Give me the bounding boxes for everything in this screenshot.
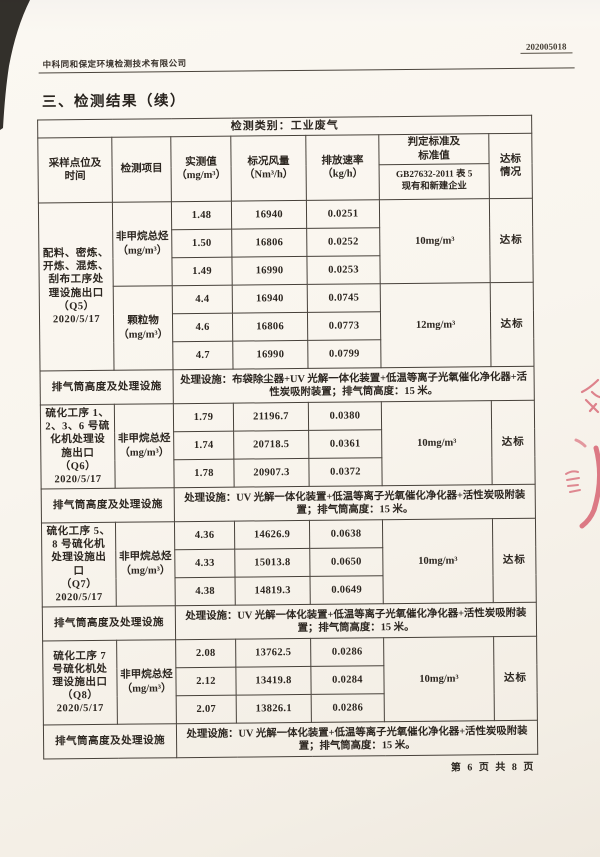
facility-text-cell: 处理设施：UV 光解一体化装置+低温等离子光氧催化净化器+活性炭吸附装置；排气筒… <box>174 484 536 522</box>
rate-cell: 0.0650 <box>309 547 383 577</box>
facility-label-cell: 排气筒高度及处理设施 <box>41 487 175 523</box>
facility-label-cell: 排气筒高度及处理设施 <box>40 369 174 405</box>
rate-cell: 0.0253 <box>306 255 381 285</box>
header-standard-sub: GB27632-2011 表 5 现有和新建企业 <box>379 163 490 200</box>
flow-cell: 13762.5 <box>235 638 311 668</box>
value-cell: 4.33 <box>174 549 236 578</box>
value-cell: 1.48 <box>171 201 232 230</box>
rate-cell: 0.0649 <box>310 575 384 605</box>
rate-cell: 0.0286 <box>310 637 384 667</box>
red-stamp-fragment <box>565 378 600 529</box>
scan-corner-shadow <box>0 0 30 130</box>
location-cell: 硫化工序 5、 8 号硫化机 处理设施出 口 （Q7） 2020/5/17 <box>41 522 117 607</box>
standard-cell: 10mg/m³ <box>379 198 491 284</box>
standard-cell: 10mg/m³ <box>382 518 494 604</box>
value-cell: 1.50 <box>171 229 232 258</box>
value-cell: 2.07 <box>176 695 237 724</box>
compliance-cell: 达标 <box>489 198 534 283</box>
header-compliance: 达标 情况 <box>488 133 533 199</box>
item-cell: 颗粒物 （mg/m³） <box>113 285 174 371</box>
flow-cell: 14626.9 <box>234 520 310 550</box>
standard-cell: 10mg/m³ <box>383 636 495 722</box>
compliance-cell: 达标 <box>493 636 538 721</box>
flow-cell: 16940 <box>231 200 307 230</box>
results-table: 检测类别：工业废气 采样点位及 时间 检测项目 实测值 （mg/m³） 标况风量… <box>37 115 538 760</box>
flow-cell: 16990 <box>232 340 309 370</box>
value-cell: 4.7 <box>172 341 234 370</box>
value-cell: 4.4 <box>172 285 233 314</box>
facility-text-cell: 处理设施：布袋除尘器+UV 光解一体化装置+低温等离子光氧催化净化器+活性炭吸附… <box>173 366 535 404</box>
flow-cell: 15013.8 <box>234 548 311 578</box>
item-cell: 非甲烷总烃 （mg/m³） <box>116 639 177 725</box>
rate-cell: 0.0638 <box>309 519 383 549</box>
flow-cell: 14819.3 <box>235 576 311 606</box>
value-cell: 4.6 <box>172 313 233 342</box>
item-cell: 非甲烷总烃 （mg/m³） <box>112 201 173 287</box>
compliance-cell: 达标 <box>490 282 535 367</box>
location-cell: 硫化工序 1、 2、3、6 号硫 化机处理设 施出口 （Q6） 2020/5/1… <box>40 404 116 489</box>
location-cell: 硫化工序 7 号硫化机处 理设施出口 （Q8） 2020/5/17 <box>42 640 118 725</box>
company-name: 中科同和保定环境检测技术有限公司 <box>42 58 187 70</box>
header-test-item: 检测项目 <box>111 136 172 203</box>
header-emission-rate: 排放速率 （kg/h） <box>305 134 380 201</box>
page-number-footer: 第 6 页 共 8 页 <box>450 761 536 774</box>
flow-cell: 21196.7 <box>233 402 309 432</box>
flow-cell: 13419.8 <box>235 666 312 696</box>
location-cell: 配料、密炼、 开炼、混炼、 刮布工序处 理设施出口 （Q5） 2020/5/17 <box>38 202 115 371</box>
facility-text-cell: 处理设施：UV 光解一体化装置+低温等离子光氧催化净化器+活性炭吸附装置；排气筒… <box>175 602 537 640</box>
report-number: 202005018 <box>519 41 573 54</box>
value-cell: 1.79 <box>173 403 234 432</box>
rate-cell: 0.0773 <box>307 311 381 341</box>
header-standard: 判定标准及 标准值 <box>378 133 490 165</box>
header-sampling-point: 采样点位及 时间 <box>37 137 113 204</box>
value-cell: 4.38 <box>175 577 236 606</box>
item-cell: 非甲烷总烃 （mg/m³） <box>114 403 175 489</box>
rate-cell: 0.0745 <box>307 283 381 313</box>
header-flow: 标况风量 （Nm³/h） <box>230 135 307 202</box>
compliance-cell: 达标 <box>492 518 537 603</box>
document-header: 中科同和保定环境检测技术有限公司 202005018 <box>38 41 575 74</box>
header-measured-value: 实测值 （mg/m³） <box>170 136 232 202</box>
rate-cell: 0.0361 <box>308 429 382 459</box>
item-cell: 非甲烷总烃 （mg/m³） <box>115 521 176 607</box>
standard-cell: 10mg/m³ <box>381 400 493 486</box>
facility-label-cell: 排气筒高度及处理设施 <box>42 605 176 641</box>
value-cell: 2.08 <box>175 639 236 668</box>
section-title: 三、检测结果（续） <box>41 93 187 111</box>
flow-cell: 16990 <box>231 256 308 286</box>
value-cell: 4.36 <box>174 521 235 550</box>
facility-label-cell: 排气筒高度及处理设施 <box>43 723 177 759</box>
standard-cell: 12mg/m³ <box>380 282 491 368</box>
rate-cell: 0.0252 <box>306 227 380 257</box>
value-cell: 1.74 <box>173 431 234 460</box>
compliance-cell: 达标 <box>491 400 536 485</box>
value-cell: 1.78 <box>173 459 235 488</box>
rate-cell: 0.0380 <box>308 401 382 431</box>
flow-cell: 20907.3 <box>233 458 310 488</box>
flow-cell: 16940 <box>232 284 308 314</box>
rate-cell: 0.0251 <box>306 199 380 229</box>
flow-cell: 16806 <box>232 312 308 342</box>
rate-cell: 0.0284 <box>310 665 385 695</box>
flow-cell: 16806 <box>231 228 307 258</box>
value-cell: 1.49 <box>171 257 233 286</box>
rate-cell: 0.0372 <box>308 457 383 487</box>
facility-text-cell: 处理设施：UV 光解一体化装置+低温等离子光氧催化净化器+活性炭吸附装置；排气筒… <box>176 720 538 758</box>
rate-cell: 0.0286 <box>311 693 385 723</box>
rate-cell: 0.0799 <box>307 339 382 369</box>
flow-cell: 13826.1 <box>236 694 312 724</box>
value-cell: 2.12 <box>175 667 237 696</box>
flow-cell: 20718.5 <box>233 430 309 460</box>
